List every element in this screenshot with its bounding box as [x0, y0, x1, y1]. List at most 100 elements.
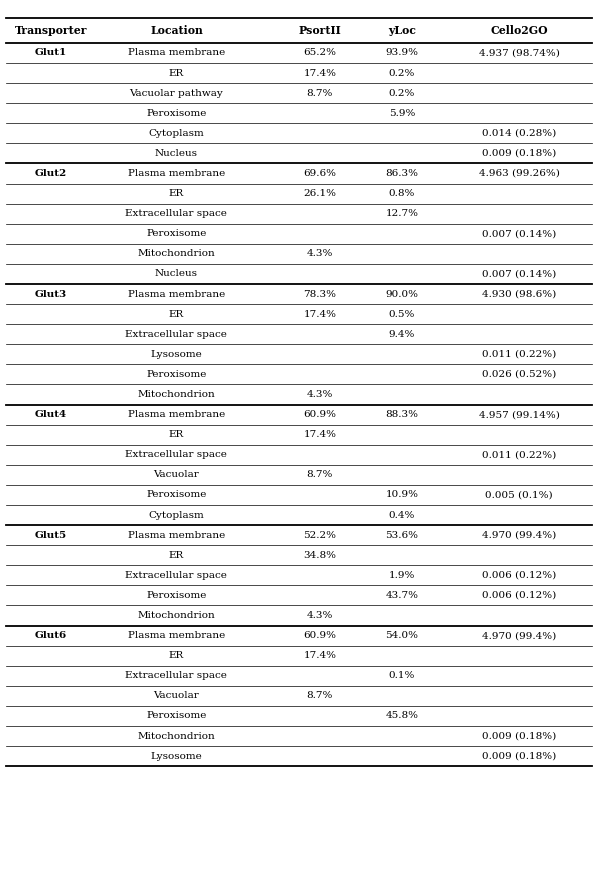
Text: 88.3%: 88.3% — [385, 410, 419, 419]
Text: Glut6: Glut6 — [35, 631, 67, 640]
Text: 4.937 (98.74%): 4.937 (98.74%) — [478, 48, 560, 57]
Text: Mitochondrion: Mitochondrion — [138, 249, 215, 258]
Text: 0.009 (0.18%): 0.009 (0.18%) — [482, 731, 556, 740]
Text: 90.0%: 90.0% — [385, 289, 419, 298]
Text: 12.7%: 12.7% — [385, 209, 419, 218]
Text: 34.8%: 34.8% — [303, 551, 337, 560]
Text: 10.9%: 10.9% — [385, 490, 419, 499]
Text: 78.3%: 78.3% — [303, 289, 337, 298]
Text: 0.1%: 0.1% — [389, 672, 415, 680]
Text: Cello2GO: Cello2GO — [490, 25, 548, 36]
Text: 4.930 (98.6%): 4.930 (98.6%) — [482, 289, 556, 298]
Text: Location: Location — [150, 25, 203, 36]
Text: Glut3: Glut3 — [35, 289, 67, 298]
Text: 0.006 (0.12%): 0.006 (0.12%) — [482, 571, 556, 580]
Text: 60.9%: 60.9% — [303, 410, 337, 419]
Text: 65.2%: 65.2% — [303, 48, 337, 57]
Text: Extracellular space: Extracellular space — [126, 672, 227, 680]
Text: Vacuolar: Vacuolar — [154, 691, 199, 700]
Text: Glut2: Glut2 — [35, 169, 67, 178]
Text: 0.5%: 0.5% — [389, 310, 415, 319]
Text: 4.970 (99.4%): 4.970 (99.4%) — [482, 631, 556, 640]
Text: yLoc: yLoc — [388, 25, 416, 36]
Text: Mitochondrion: Mitochondrion — [138, 611, 215, 620]
Text: PsortII: PsortII — [298, 25, 341, 36]
Text: Plasma membrane: Plasma membrane — [128, 530, 225, 539]
Text: Plasma membrane: Plasma membrane — [128, 631, 225, 640]
Text: 0.014 (0.28%): 0.014 (0.28%) — [482, 129, 556, 138]
Text: 8.7%: 8.7% — [307, 88, 333, 97]
Text: Nucleus: Nucleus — [155, 149, 198, 158]
Text: ER: ER — [169, 69, 184, 78]
Text: 43.7%: 43.7% — [385, 591, 419, 600]
Text: Peroxisome: Peroxisome — [147, 591, 206, 600]
Text: Vacuolar: Vacuolar — [154, 471, 199, 480]
Text: 0.009 (0.18%): 0.009 (0.18%) — [482, 149, 556, 158]
Text: 0.011 (0.22%): 0.011 (0.22%) — [482, 350, 556, 359]
Text: Cytoplasm: Cytoplasm — [148, 129, 205, 138]
Text: 9.4%: 9.4% — [389, 330, 415, 338]
Text: Lysosome: Lysosome — [151, 350, 202, 359]
Text: Extracellular space: Extracellular space — [126, 571, 227, 580]
Text: 0.007 (0.14%): 0.007 (0.14%) — [482, 270, 556, 279]
Text: 0.009 (0.18%): 0.009 (0.18%) — [482, 752, 556, 761]
Text: 54.0%: 54.0% — [385, 631, 419, 640]
Text: 0.005 (0.1%): 0.005 (0.1%) — [485, 490, 553, 499]
Text: 0.026 (0.52%): 0.026 (0.52%) — [482, 370, 556, 379]
Text: Plasma membrane: Plasma membrane — [128, 410, 225, 419]
Text: Peroxisome: Peroxisome — [147, 109, 206, 118]
Text: ER: ER — [169, 651, 184, 660]
Text: 4.3%: 4.3% — [307, 249, 333, 258]
Text: 17.4%: 17.4% — [303, 69, 337, 78]
Text: 4.963 (99.26%): 4.963 (99.26%) — [478, 169, 560, 178]
Text: Nucleus: Nucleus — [155, 270, 198, 279]
Text: 0.011 (0.22%): 0.011 (0.22%) — [482, 450, 556, 459]
Text: 0.4%: 0.4% — [389, 511, 415, 520]
Text: 1.9%: 1.9% — [389, 571, 415, 580]
Text: 17.4%: 17.4% — [303, 430, 337, 439]
Text: Peroxisome: Peroxisome — [147, 230, 206, 238]
Text: Transporter: Transporter — [14, 25, 87, 36]
Text: Plasma membrane: Plasma membrane — [128, 289, 225, 298]
Text: 26.1%: 26.1% — [303, 189, 337, 198]
Text: ER: ER — [169, 189, 184, 198]
Text: Peroxisome: Peroxisome — [147, 490, 206, 499]
Text: 4.970 (99.4%): 4.970 (99.4%) — [482, 530, 556, 539]
Text: 0.2%: 0.2% — [389, 69, 415, 78]
Text: 52.2%: 52.2% — [303, 530, 337, 539]
Text: 0.006 (0.12%): 0.006 (0.12%) — [482, 591, 556, 600]
Text: Glut4: Glut4 — [35, 410, 67, 419]
Text: 17.4%: 17.4% — [303, 310, 337, 319]
Text: 60.9%: 60.9% — [303, 631, 337, 640]
Text: 0.8%: 0.8% — [389, 189, 415, 198]
Text: 86.3%: 86.3% — [385, 169, 419, 178]
Text: Extracellular space: Extracellular space — [126, 450, 227, 459]
Text: 0.2%: 0.2% — [389, 88, 415, 97]
Text: 8.7%: 8.7% — [307, 471, 333, 480]
Text: Vacuolar pathway: Vacuolar pathway — [130, 88, 223, 97]
Text: 17.4%: 17.4% — [303, 651, 337, 660]
Text: Mitochondrion: Mitochondrion — [138, 731, 215, 740]
Text: 4.3%: 4.3% — [307, 611, 333, 620]
Text: Glut1: Glut1 — [35, 48, 67, 57]
Text: ER: ER — [169, 430, 184, 439]
Text: Peroxisome: Peroxisome — [147, 370, 206, 379]
Text: Extracellular space: Extracellular space — [126, 209, 227, 218]
Text: 5.9%: 5.9% — [389, 109, 415, 118]
Text: Extracellular space: Extracellular space — [126, 330, 227, 338]
Text: Peroxisome: Peroxisome — [147, 712, 206, 721]
Text: 8.7%: 8.7% — [307, 691, 333, 700]
Text: Plasma membrane: Plasma membrane — [128, 169, 225, 178]
Text: 53.6%: 53.6% — [385, 530, 419, 539]
Text: Mitochondrion: Mitochondrion — [138, 390, 215, 399]
Text: ER: ER — [169, 310, 184, 319]
Text: Lysosome: Lysosome — [151, 752, 202, 761]
Text: Plasma membrane: Plasma membrane — [128, 48, 225, 57]
Text: Cytoplasm: Cytoplasm — [148, 511, 205, 520]
Text: 4.957 (99.14%): 4.957 (99.14%) — [478, 410, 560, 419]
Text: Glut5: Glut5 — [35, 530, 67, 539]
Text: 45.8%: 45.8% — [385, 712, 419, 721]
Text: 0.007 (0.14%): 0.007 (0.14%) — [482, 230, 556, 238]
Text: ER: ER — [169, 551, 184, 560]
Text: 4.3%: 4.3% — [307, 390, 333, 399]
